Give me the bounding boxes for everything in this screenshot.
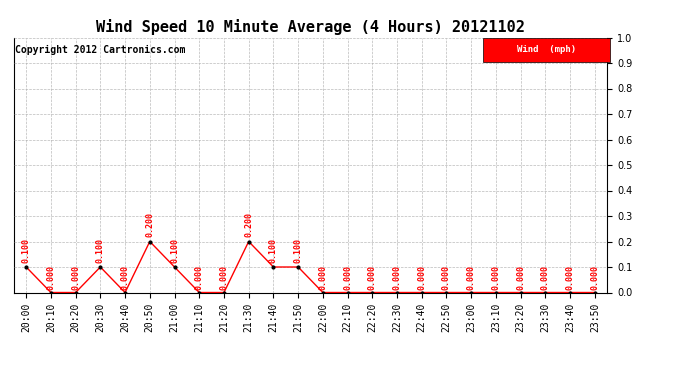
Text: 0.000: 0.000 — [195, 265, 204, 290]
Text: 0.000: 0.000 — [466, 265, 475, 290]
Text: 0.000: 0.000 — [368, 265, 377, 290]
Text: 0.000: 0.000 — [219, 265, 228, 290]
Text: 0.200: 0.200 — [146, 212, 155, 237]
Text: 0.000: 0.000 — [393, 265, 402, 290]
Text: 0.000: 0.000 — [491, 265, 500, 290]
Text: 0.000: 0.000 — [71, 265, 80, 290]
FancyBboxPatch shape — [482, 38, 610, 62]
Text: 0.100: 0.100 — [294, 238, 303, 263]
Text: 0.000: 0.000 — [121, 265, 130, 290]
Text: 0.000: 0.000 — [541, 265, 550, 290]
Text: Copyright 2012 Cartronics.com: Copyright 2012 Cartronics.com — [15, 45, 186, 55]
Text: 0.200: 0.200 — [244, 212, 253, 237]
Text: 0.100: 0.100 — [96, 238, 105, 263]
Text: 0.000: 0.000 — [46, 265, 55, 290]
Text: 0.000: 0.000 — [442, 265, 451, 290]
Text: 0.100: 0.100 — [269, 238, 278, 263]
Text: 0.100: 0.100 — [170, 238, 179, 263]
Text: 0.000: 0.000 — [516, 265, 525, 290]
Text: 0.000: 0.000 — [417, 265, 426, 290]
Title: Wind Speed 10 Minute Average (4 Hours) 20121102: Wind Speed 10 Minute Average (4 Hours) 2… — [96, 19, 525, 35]
Text: 0.000: 0.000 — [591, 265, 600, 290]
Text: 0.100: 0.100 — [21, 238, 30, 263]
Text: Wind  (mph): Wind (mph) — [517, 45, 576, 54]
Text: 0.000: 0.000 — [343, 265, 352, 290]
Text: 0.000: 0.000 — [318, 265, 327, 290]
Text: 0.000: 0.000 — [566, 265, 575, 290]
